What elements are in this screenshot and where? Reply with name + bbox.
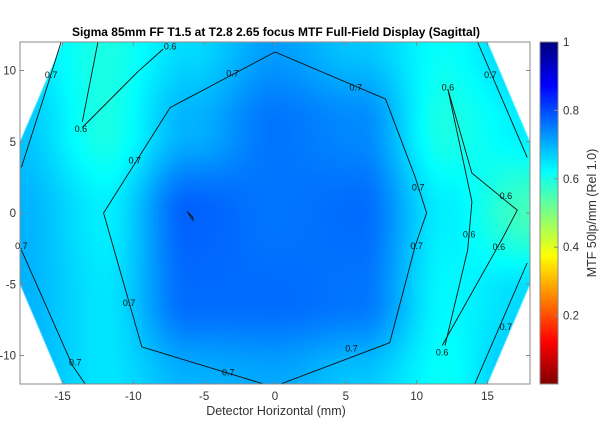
colorbar-tick-label: 1: [563, 37, 569, 49]
colorbar-tick-label: 0.6: [563, 174, 579, 186]
contour-line-0-7: [103, 51, 428, 385]
contour-label: 0.7: [349, 83, 362, 93]
colorbar-tick-label: 0.4: [563, 242, 580, 254]
contour-label: 0.6: [500, 191, 513, 201]
chart-title: Sigma 85mm FF T1.5 at T2.8 2.65 focus MT…: [72, 25, 480, 39]
x-tick-label: -10: [125, 391, 142, 403]
contour-label: 0.7: [484, 70, 497, 80]
contour-label: 0.7: [222, 368, 235, 378]
x-tick-label: 5: [343, 391, 349, 403]
colorbar-ticks: 0.2 0.4 0.6 0.8 1: [554, 37, 580, 323]
y-tick-label: -10: [0, 351, 16, 363]
contour-label: 0.6: [442, 83, 455, 93]
y-tick-label: 10: [3, 66, 16, 78]
y-tick-label: 5: [10, 137, 16, 149]
contour-label: 0.7: [128, 155, 141, 165]
contour-line-0-6: [81, 41, 99, 122]
x-tick-label: 15: [481, 391, 494, 403]
contour-label: 0.6: [436, 348, 449, 358]
contour-label: 0.7: [345, 343, 358, 353]
contour-line-0-7: [20, 41, 62, 168]
contour-line-0-7: [186, 211, 194, 222]
contour-label: 0.7: [123, 298, 136, 308]
colorbar-frame: [539, 41, 559, 385]
contour-label: 0.7: [500, 322, 513, 332]
y-axis-ticks: -10 -5 0 5 10: [0, 66, 530, 363]
contour-label: 0.7: [410, 241, 423, 251]
x-tick-label: 10: [410, 391, 423, 403]
colorbar-tick-label: 0.2: [563, 311, 579, 323]
y-tick-label: 0: [10, 208, 16, 220]
y-tick-label: -5: [6, 279, 16, 291]
contour-label: 0.6: [493, 242, 506, 252]
contour-line-0-7: [477, 41, 528, 158]
contour-label: 0.6: [463, 229, 476, 239]
contour-line-0-6: [441, 88, 518, 346]
contour-labels: 0.7 0.7 0.7 0.7 0.7 0.7 0.7 0.7 0.7 0.7 0.7 0.7 0.7 0…: [15, 41, 512, 377]
colorbar-gradient: [540, 42, 558, 384]
contour-line-0-7: [21, 249, 86, 385]
contour-label: 0.7: [69, 358, 82, 368]
contour-line-0-7: [474, 262, 528, 385]
colorbar-tick-label: 0.8: [563, 105, 579, 117]
contour-label: 0.7: [45, 70, 58, 80]
colorbar-label: MTF 50lp/mm (Rel 1.0): [585, 149, 599, 278]
mtf-heatmap: [20, 42, 530, 384]
contour-label: 0.6: [164, 41, 177, 51]
x-tick-label: -5: [199, 391, 209, 403]
contour-lines: [20, 41, 528, 385]
contour-label: 0.7: [15, 241, 28, 251]
contour-line-0-6: [444, 88, 473, 346]
contour-line-0-6: [82, 48, 164, 128]
x-axis-label: Detector Horizontal (mm): [206, 404, 346, 418]
x-tick-label: 0: [272, 391, 278, 403]
contour-label: 0.7: [226, 68, 239, 78]
x-tick-label: -15: [54, 391, 71, 403]
contour-label: 0.6: [75, 124, 88, 134]
x-axis-ticks: -15 -10 -5 0 5 10 15: [54, 42, 494, 403]
plot-frame: [19, 41, 531, 385]
contour-label: 0.7: [412, 182, 425, 192]
